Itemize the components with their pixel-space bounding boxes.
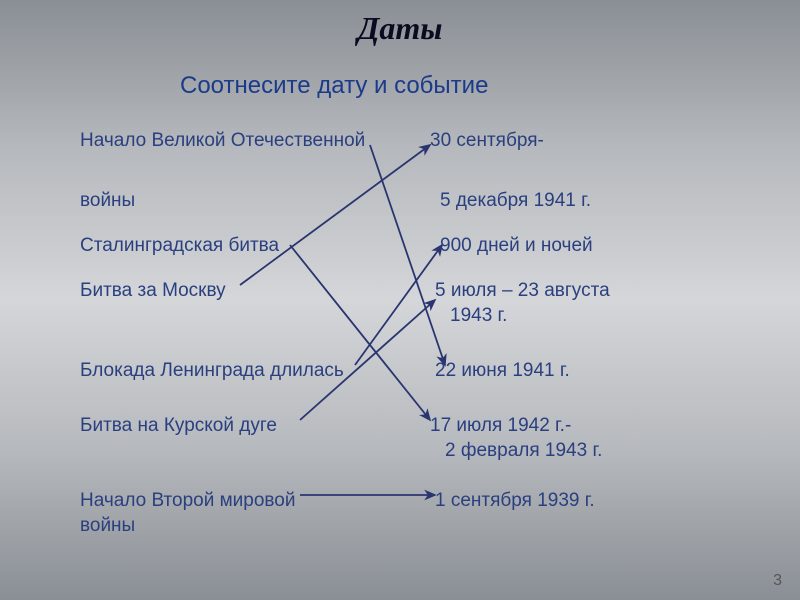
page-number: 3 xyxy=(773,572,782,590)
right-item: 1943 г. xyxy=(450,305,507,327)
match-arrow xyxy=(355,245,442,365)
left-item: Начало Великой Отечественной xyxy=(80,130,365,152)
right-item: 30 сентября- xyxy=(430,130,544,152)
left-item: Начало Второй мировой xyxy=(80,490,295,512)
right-item: 2 февраля 1943 г. xyxy=(445,440,602,462)
match-arrow xyxy=(240,145,430,285)
match-arrow xyxy=(290,245,430,420)
right-item: 5 июля – 23 августа xyxy=(435,280,610,302)
right-item: 17 июля 1942 г.- xyxy=(430,415,571,437)
right-item: 5 декабря 1941 г. xyxy=(440,190,591,212)
left-item: Блокада Ленинграда длилась xyxy=(80,360,344,382)
right-item: 1 сентября 1939 г. xyxy=(435,490,595,512)
match-arrow xyxy=(370,145,445,365)
left-item: Битва за Москву xyxy=(80,280,226,302)
left-item: Битва на Курской дуге xyxy=(80,415,277,437)
slide-content: Даты Соотнесите дату и событие Начало Ве… xyxy=(0,0,800,600)
left-item: войны xyxy=(80,190,135,212)
left-item: Сталинградская битва xyxy=(80,235,279,257)
slide-title: Даты xyxy=(0,10,800,47)
right-item: 22 июня 1941 г. xyxy=(435,360,570,382)
slide-subtitle: Соотнесите дату и событие xyxy=(180,72,680,100)
right-item: 900 дней и ночей xyxy=(440,235,593,257)
left-item: войны xyxy=(80,515,135,537)
